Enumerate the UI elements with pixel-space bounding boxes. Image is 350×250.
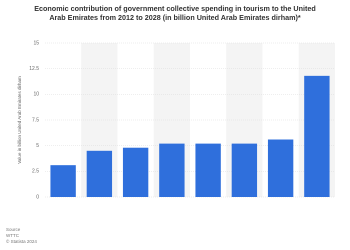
- bar: [304, 75, 330, 197]
- bar: [86, 150, 113, 197]
- bar: [195, 143, 221, 197]
- copyright: © Statista 2024: [6, 238, 37, 244]
- y-tick-label: 10: [33, 92, 39, 98]
- bar: [267, 139, 294, 197]
- bar: [231, 143, 258, 197]
- title-box: Economic contribution of government coll…: [34, 4, 316, 22]
- y-tick-label: 7.5: [32, 117, 39, 123]
- y-tick-label: 0: [36, 194, 39, 200]
- y-tick-label: 12.5: [29, 66, 39, 72]
- y-axis-label: Value in billion United Arab Emirates di…: [17, 76, 22, 164]
- y-tick-label: 5: [36, 143, 39, 149]
- bar: [122, 147, 149, 197]
- source-label: Source: [6, 227, 21, 232]
- source-name: WTTC: [6, 233, 20, 238]
- y-tick-label: 15: [33, 40, 39, 46]
- bar: [50, 165, 76, 197]
- y-tick-label: 2.5: [32, 169, 39, 175]
- bar: [159, 143, 185, 197]
- chart-title: Economic contribution of government coll…: [34, 4, 316, 22]
